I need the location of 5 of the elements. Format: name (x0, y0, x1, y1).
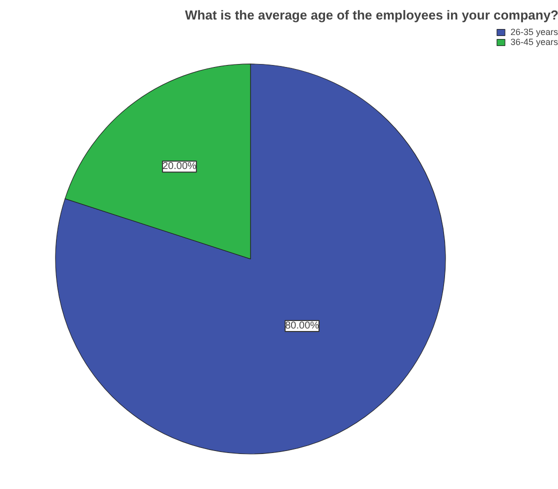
data-label: 20.00% (162, 161, 197, 172)
legend-label: 26-35 years (510, 27, 558, 37)
legend-label: 36-45 years (510, 37, 558, 47)
data-label: 80.00% (285, 320, 320, 332)
chart-title: What is the average age of the employees in your company? (185, 8, 558, 22)
